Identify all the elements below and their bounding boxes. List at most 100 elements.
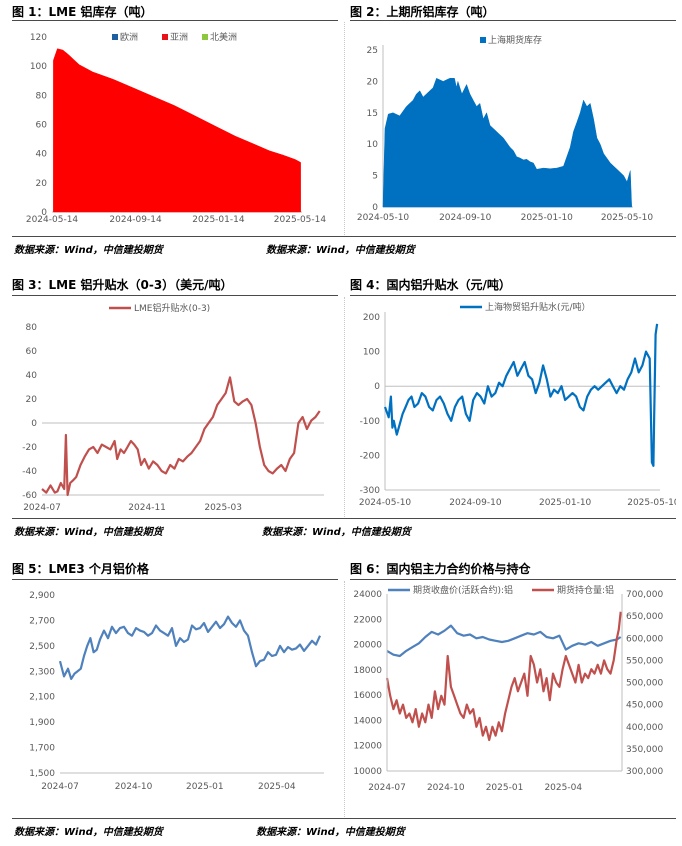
x-tick-label: 2025-05-10 xyxy=(601,213,654,223)
legend-label: 上海期货库存 xyxy=(488,34,542,46)
y-tick-label: -100 xyxy=(360,417,381,427)
source-note: 数据来源：Wind，中信建投期货 xyxy=(262,527,411,538)
y-tick-label: 14000 xyxy=(353,716,382,726)
section-rule xyxy=(12,236,676,237)
y-tick-label: 20000 xyxy=(353,641,382,651)
y-tick-label: 15 xyxy=(367,109,378,119)
legend-label: 亚洲 xyxy=(170,32,188,43)
y-tick-label: 2,100 xyxy=(29,693,55,703)
y-tick-label: -40 xyxy=(22,467,37,477)
line-series-上海物贸铝升贴水(元/吨） xyxy=(383,323,659,467)
panel-divider xyxy=(344,297,345,517)
chart6-price-oi: 10000 12000 14000 16000 18000 20000 22000 24000… xyxy=(353,584,663,793)
source-note: 数据来源：Wind，中信建投期货 xyxy=(266,245,415,256)
legend-label: 期货持仓量:铝 xyxy=(557,584,614,596)
x-tick-label: 2025-04 xyxy=(258,782,296,792)
legend-label: LME铝升贴水(0-3) xyxy=(134,302,210,314)
x-tick-label: 2025-01-14 xyxy=(192,215,245,225)
x-tick-label: 2025-01-10 xyxy=(539,498,592,508)
y-tick-label: 0 xyxy=(41,208,47,218)
x-tick-label: 2024-07 xyxy=(368,783,406,793)
chart4-title: 图 4：国内铝升贴水（元/吨） xyxy=(350,278,511,292)
x-tick-label: 2024-05-14 xyxy=(26,215,79,225)
y-tick-label: 120 xyxy=(30,33,47,43)
y-tick-label: 2,500 xyxy=(29,642,55,652)
chart5-lme3m-price: 1,500 1,700 1,900 2,100 2,300 2,500 2,700 2,900… xyxy=(29,591,324,792)
y-tick-label: 1,700 xyxy=(29,744,55,754)
title-rule xyxy=(350,579,676,580)
x-tick-label: 2025-05-10 xyxy=(627,498,676,508)
x-tick-label: 2024-10 xyxy=(115,782,153,792)
chart2-shfe-inventory: 0 5 10 15 20 25 2024-05-10 2024-09-10 2025-01-10… xyxy=(357,34,654,223)
y-tick-label: 20 xyxy=(36,179,48,189)
y-tick-label: 1,500 xyxy=(29,769,55,779)
y-tick-label: 1,900 xyxy=(29,718,55,728)
legend-label: 北美洲 xyxy=(210,31,237,43)
y-tick-label: 100 xyxy=(30,62,47,72)
y2-tick-label: 650,000 xyxy=(626,612,663,622)
y2-tick-label: 700,000 xyxy=(626,590,663,600)
x-tick-label: 2025-05-14 xyxy=(274,215,327,225)
legend-swatch xyxy=(112,34,118,40)
section-rule xyxy=(12,818,676,819)
y-tick-label: -200 xyxy=(360,451,381,461)
x-tick-label: 2024-07 xyxy=(23,503,61,513)
x-tick-label: 2025-03 xyxy=(204,503,242,513)
y2-tick-label: 300,000 xyxy=(626,767,663,777)
chart4-domestic-spread: -300 -200 -100 0 100 200 2024-05-10 2024-09-10 2… xyxy=(359,301,676,508)
y2-tick-label: 400,000 xyxy=(626,723,663,733)
y-tick-label: -20 xyxy=(22,443,37,453)
legend-swatch xyxy=(480,37,486,43)
x-tick-label: 2025-01-10 xyxy=(521,213,574,223)
y-tick-label: 20 xyxy=(26,395,38,405)
source-note: 数据来源：Wind，中信建投期货 xyxy=(14,527,163,538)
y2-tick-label: 550,000 xyxy=(626,656,663,666)
y2-tick-label: 350,000 xyxy=(626,745,663,755)
x-tick-label: 2024-09-10 xyxy=(439,213,492,223)
line-series-期货收盘价(活跃合约):铝 xyxy=(386,624,622,658)
legend-label: 欧洲 xyxy=(120,31,138,43)
y-tick-label: 10000 xyxy=(353,767,382,777)
chart3-title: 图 3：LME 铝升贴水（0-3）（美元/吨） xyxy=(12,278,233,292)
title-rule xyxy=(12,295,338,296)
title-rule xyxy=(350,20,676,21)
title-rule xyxy=(12,579,338,580)
y-tick-label: 25 xyxy=(367,46,378,56)
source-note: 数据来源：Wind，中信建投期货 xyxy=(14,245,163,256)
y-tick-label: 12000 xyxy=(353,742,382,752)
legend-label: 期货收盘价(活跃合约):铝 xyxy=(413,584,513,596)
panel-divider xyxy=(344,22,345,235)
y-tick-label: 200 xyxy=(363,313,380,323)
y-tick-label: 100 xyxy=(363,348,380,358)
y2-tick-label: 500,000 xyxy=(626,679,663,689)
x-tick-label: 2024-07 xyxy=(41,782,79,792)
legend-swatch xyxy=(162,34,168,40)
chart2-title: 图 2：上期所铝库存（吨） xyxy=(350,5,495,19)
line-series-LME铝升贴水(0-3) xyxy=(41,376,321,497)
x-tick-label: 2024-05-10 xyxy=(359,498,412,508)
chart5-title: 图 5：LME3 个月铝价格 xyxy=(12,562,149,576)
y2-tick-label: 450,000 xyxy=(626,701,663,711)
y-tick-label: 20 xyxy=(367,77,379,87)
y-tick-label: 16000 xyxy=(353,691,382,701)
y-tick-label: 22000 xyxy=(353,615,382,625)
y2-tick-label: 600,000 xyxy=(626,634,663,644)
y-tick-label: 2,300 xyxy=(29,667,55,677)
y-tick-label: 18000 xyxy=(353,666,382,676)
line-series-LME3个月铝 xyxy=(58,615,322,680)
y-tick-label: -60 xyxy=(22,491,37,501)
x-tick-label: 2024-05-10 xyxy=(357,213,410,223)
x-tick-label: 2024-11 xyxy=(128,503,166,513)
area-series-上海期货库存 xyxy=(382,77,632,208)
x-tick-label: 2025-01 xyxy=(486,783,524,793)
y-tick-label: 40 xyxy=(26,371,38,381)
x-tick-label: 2025-01 xyxy=(186,782,224,792)
y-tick-label: 2,700 xyxy=(29,616,55,626)
y-tick-label: 10 xyxy=(367,140,379,150)
y-tick-label: 0 xyxy=(372,203,378,213)
legend-label: 上海物贸铝升贴水(元/吨） xyxy=(485,301,591,313)
y-tick-label: 2,900 xyxy=(29,591,55,601)
y-tick-label: 5 xyxy=(372,172,378,182)
title-rule xyxy=(350,295,676,296)
chart3-lme-spread: -60 -40 -20 0 20 40 60 80 2024-07 2024-11 2025-03 L… xyxy=(22,302,324,513)
